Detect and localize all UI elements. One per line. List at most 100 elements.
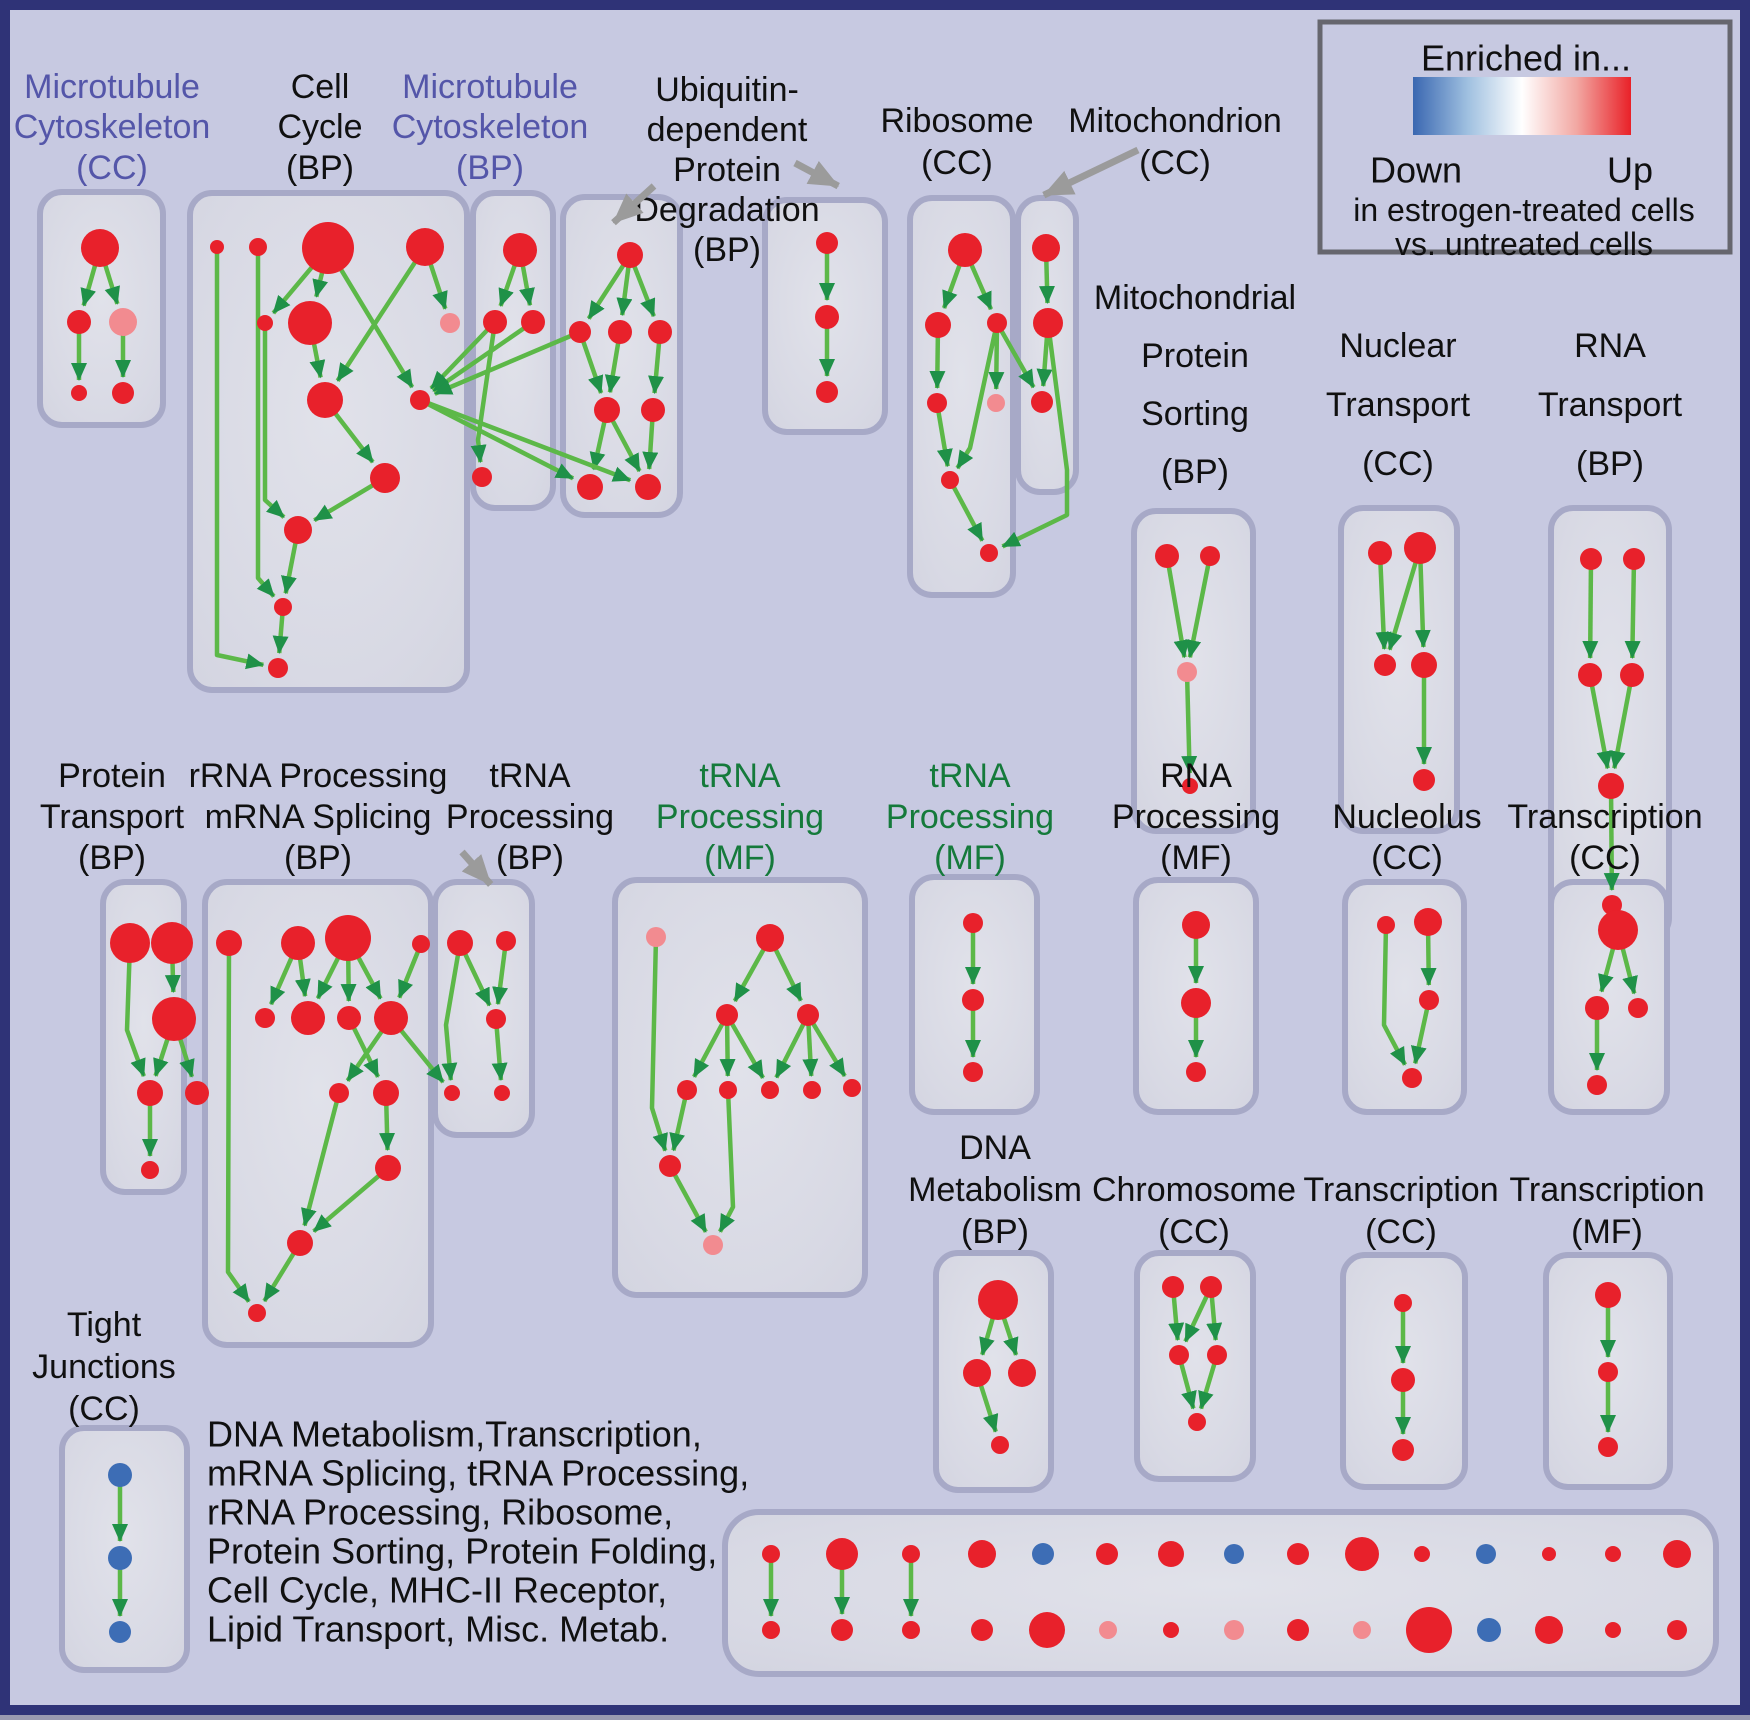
go-term-node (325, 915, 371, 961)
go-term-node (1394, 1294, 1412, 1312)
go-term-node (978, 1280, 1018, 1320)
group-label-protein-transport-bp: Protein (58, 757, 166, 795)
go-term-node (152, 997, 196, 1041)
edge (1603, 785, 1620, 892)
cross-edge (419, 397, 632, 483)
cross-edge (995, 321, 1036, 389)
edge (1164, 555, 1190, 659)
go-term-node (826, 1538, 858, 1570)
group-box-dna-metabolism-bp (933, 1250, 1054, 1493)
go-term-node (1163, 1622, 1179, 1638)
edge (470, 321, 498, 464)
go-term-node (1224, 1544, 1244, 1564)
edge (692, 1013, 729, 1078)
go-term-node (608, 320, 632, 344)
go-term-node (1595, 1282, 1621, 1308)
group-label-microtubule-cytoskeleton-bp: Microtubule (402, 68, 578, 106)
go-term-node (659, 1155, 681, 1177)
misc-clusters-text: Protein Sorting, Protein Folding, (207, 1531, 717, 1572)
go-term-node (971, 1619, 993, 1641)
go-term-node (1414, 908, 1442, 936)
edge (1375, 552, 1392, 651)
nodes-layer (67, 222, 1691, 1653)
go-term-node (1402, 1068, 1422, 1088)
misc-clusters-text: rRNA Processing, Ribosome, (207, 1492, 673, 1533)
go-term-node (963, 1062, 983, 1082)
edges-layer (71, 243, 1641, 1617)
misc-clusters-text: DNA Metabolism,Transcription, (207, 1414, 702, 1455)
go-term-node (1414, 1546, 1430, 1562)
labels-layer: MicrotubuleCytoskeleton(CC)CellCycle(BP)… (14, 19, 1733, 1650)
go-term-node (1033, 308, 1063, 338)
group-label-cell-cycle-bp: (BP) (286, 149, 354, 187)
go-term-node (980, 544, 998, 562)
go-term-node (274, 598, 292, 616)
go-term-node (373, 1080, 399, 1106)
legend-gradient-bar (1413, 77, 1631, 135)
go-term-node (925, 312, 951, 338)
go-term-node (248, 1304, 266, 1322)
go-term-node (1188, 1413, 1206, 1431)
edge (649, 936, 668, 1152)
edge (725, 1013, 765, 1079)
group-label-chromosome-cc: Chromosome (1092, 1171, 1296, 1209)
group-label-rna-transport-bp: (BP) (1576, 445, 1644, 483)
go-term-node (902, 1621, 920, 1639)
edge (301, 1092, 342, 1227)
misc-clusters-text: mRNA Splicing, tRNA Processing, (207, 1453, 749, 1494)
go-term-node (1411, 652, 1437, 678)
go-term-node (472, 467, 492, 487)
edge (1410, 999, 1432, 1065)
go-term-node (1345, 1537, 1379, 1571)
edge (1381, 924, 1407, 1066)
group-label-nuclear-transport-cc: (CC) (1362, 445, 1434, 483)
edge (1414, 547, 1431, 649)
go-term-node (109, 1621, 131, 1643)
group-label-microtubule-cytoskeleton-cc: (CC) (76, 149, 148, 187)
group-label-cell-cycle-bp: Cycle (277, 108, 362, 146)
group-label-trna-processing-bp: Processing (446, 798, 614, 836)
go-term-node (1404, 532, 1436, 564)
go-term-node (483, 310, 507, 334)
go-term-node (210, 240, 224, 254)
edge (668, 1164, 708, 1233)
go-term-node (1031, 391, 1053, 413)
cross-edge (418, 397, 575, 481)
group-box-microtubule-cytoskeleton-cc (37, 189, 166, 428)
go-term-node (941, 471, 959, 489)
edge (441, 942, 463, 1082)
legend-down-label: Down (1370, 150, 1462, 191)
go-term-node (288, 301, 332, 345)
group-label-ubiquitin-degradation-bp: Protein (673, 151, 781, 189)
go-term-node (447, 930, 473, 956)
go-term-node (1620, 663, 1644, 687)
group-label-transcription-cc-mid: (CC) (1569, 839, 1641, 877)
group-label-protein-transport-bp: Transport (40, 798, 185, 836)
go-term-node (963, 913, 983, 933)
group-label-tight-junctions-cc: Tight (67, 1306, 142, 1344)
go-term-node (1476, 1544, 1496, 1564)
go-term-node (1667, 1620, 1687, 1640)
group-label-nucleolus-cc: (CC) (1371, 839, 1443, 877)
go-term-node (1477, 1618, 1501, 1642)
go-term-node (1182, 911, 1210, 939)
go-term-node (1096, 1543, 1118, 1565)
go-term-node (291, 1001, 325, 1035)
edge (326, 246, 415, 389)
group-label-microtubule-cytoskeleton-cc: Cytoskeleton (14, 108, 211, 146)
edge (1181, 671, 1198, 775)
label-pointer-arrow (459, 849, 494, 887)
go-term-node (112, 382, 134, 404)
group-label-tight-junctions-cc: Junctions (32, 1348, 176, 1386)
edge (492, 940, 509, 1006)
group-label-nucleolus-cc: Nucleolus (1332, 798, 1481, 836)
edge (669, 1089, 690, 1152)
edge (335, 245, 427, 382)
edge (934, 402, 953, 468)
go-term-node (831, 1619, 853, 1641)
group-label-rna-transport-bp: Transport (1538, 386, 1683, 424)
go-term-node (1032, 234, 1060, 262)
go-term-node (1628, 998, 1648, 1018)
go-term-node (815, 305, 839, 329)
